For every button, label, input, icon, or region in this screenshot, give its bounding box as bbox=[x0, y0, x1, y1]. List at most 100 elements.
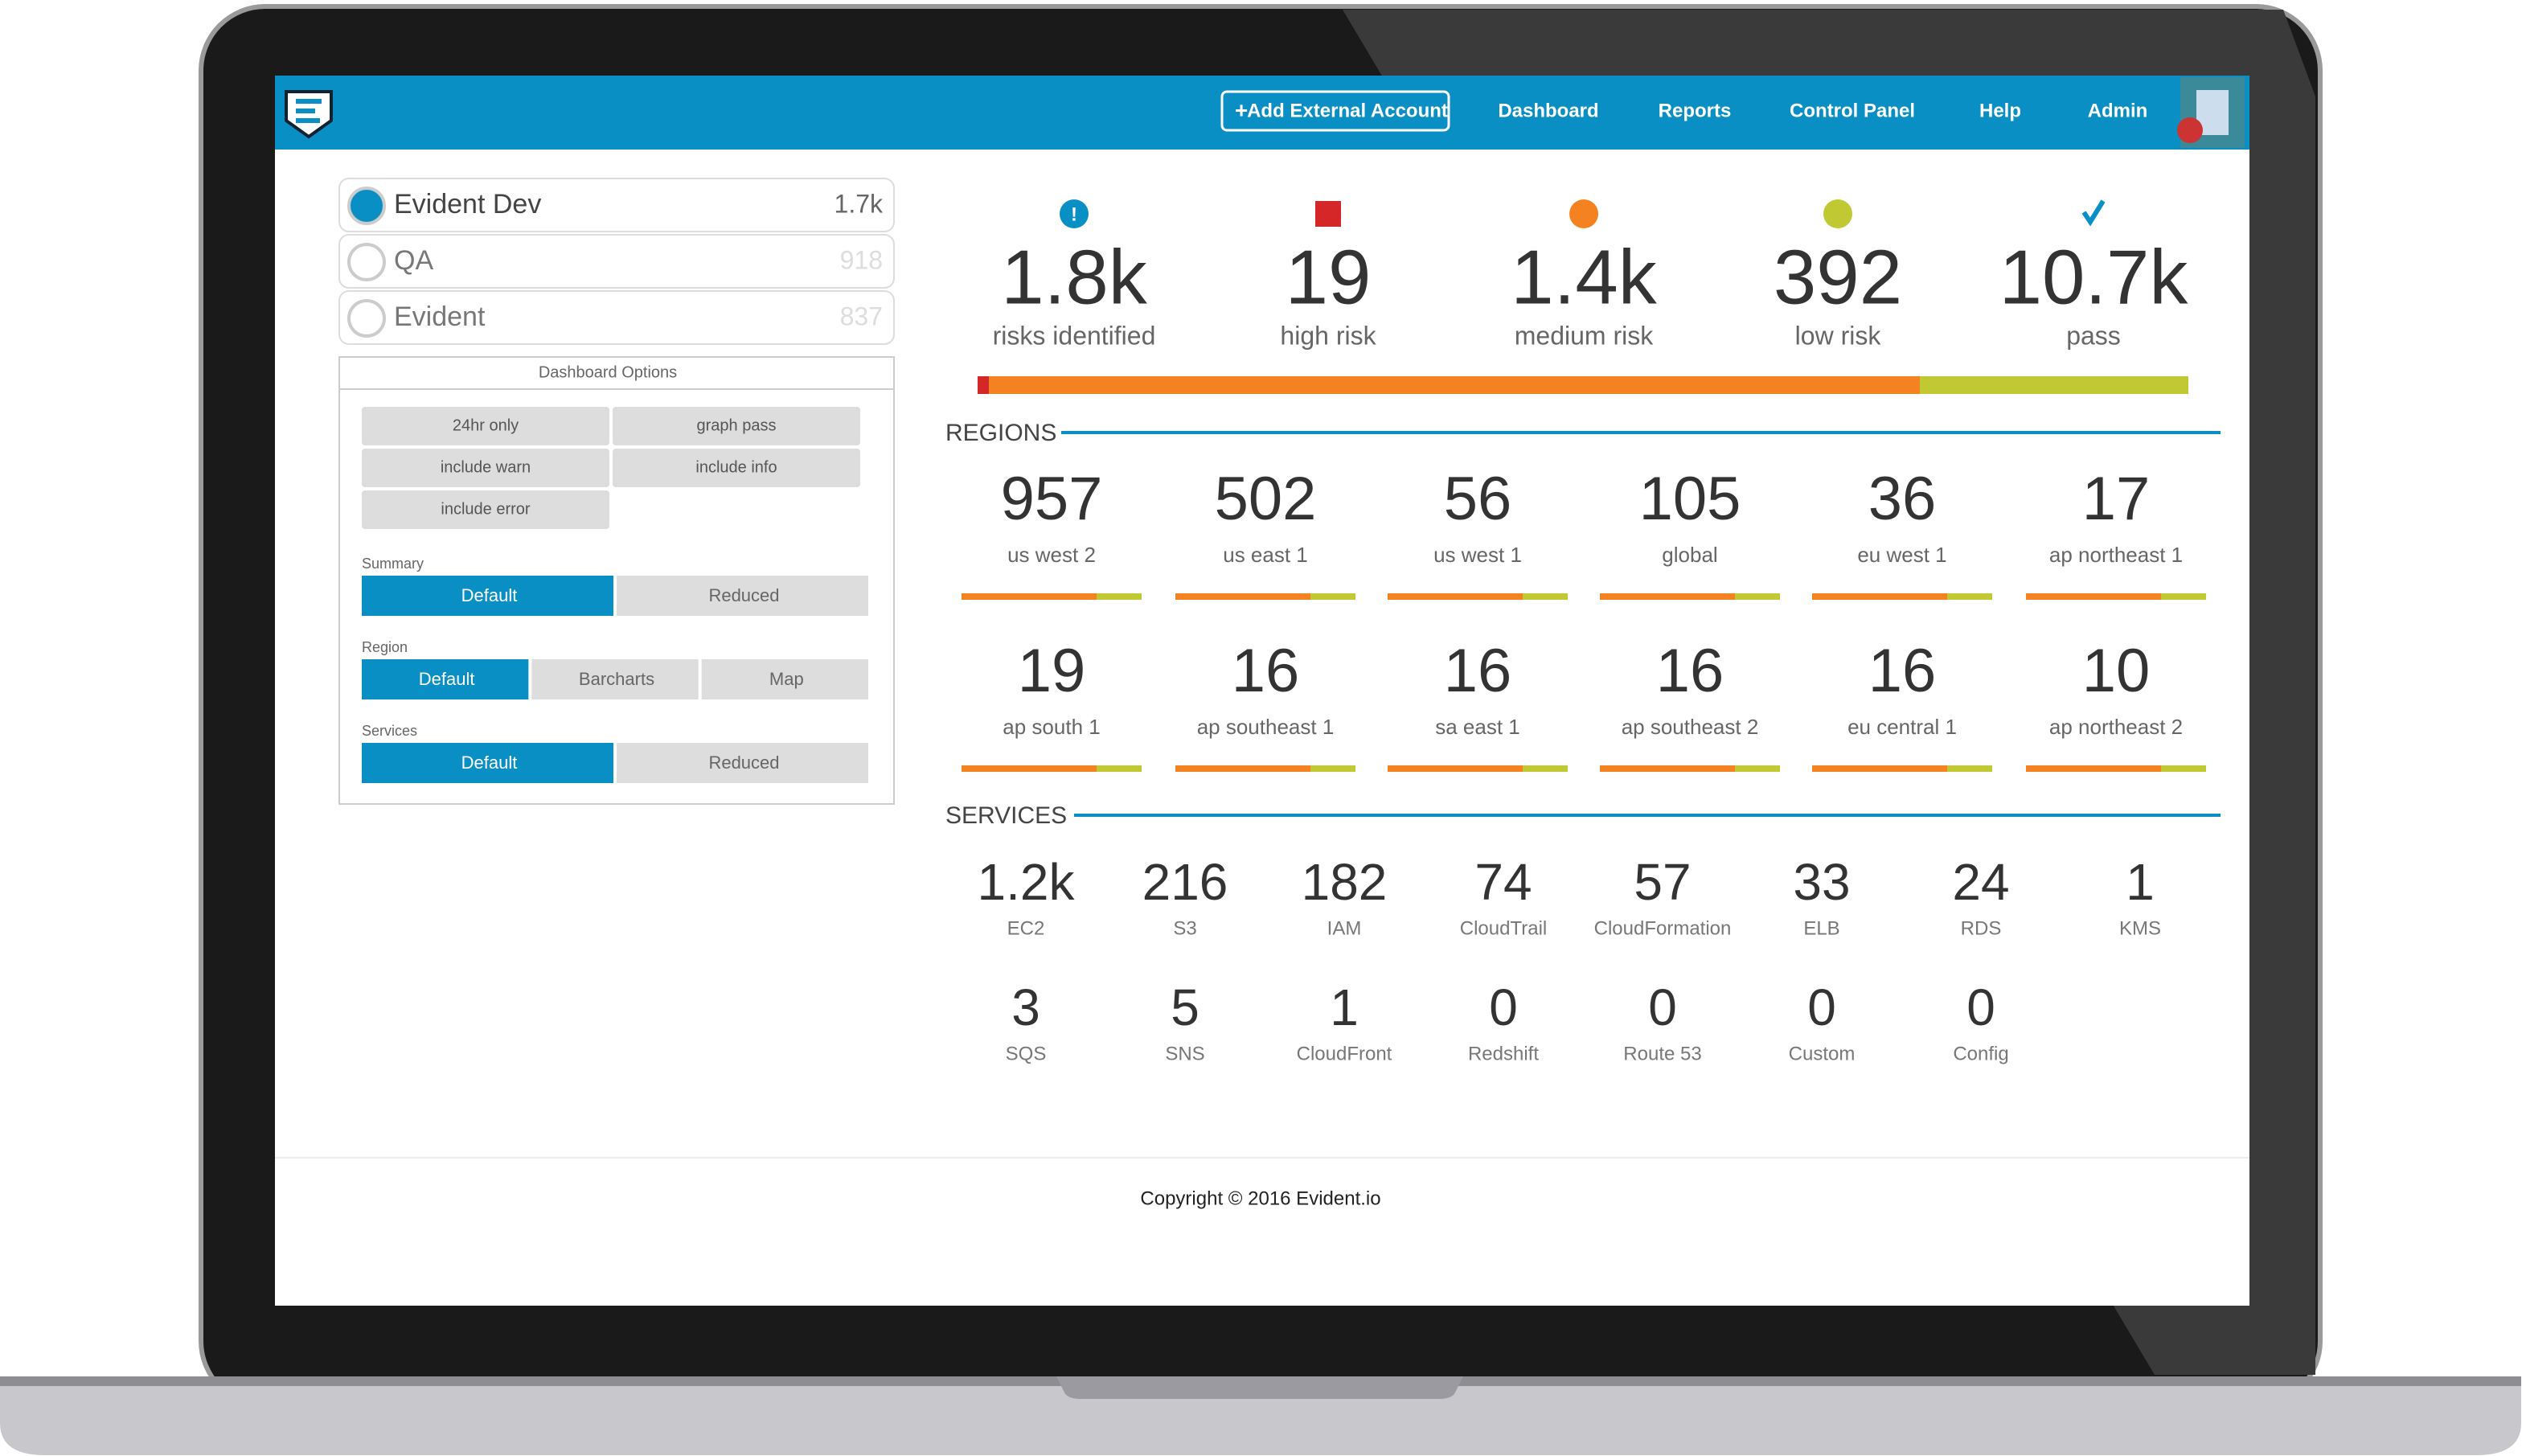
group-button-label: Default bbox=[461, 753, 518, 773]
group-button-label: Reduced bbox=[708, 585, 779, 605]
group-button[interactable] bbox=[531, 659, 699, 699]
toggle-button[interactable] bbox=[613, 407, 860, 445]
region-label: sa east 1 bbox=[1435, 715, 1520, 739]
nav-item[interactable]: Admin bbox=[2088, 100, 2148, 121]
region-label: ap southeast 1 bbox=[1197, 715, 1335, 739]
region-label: global bbox=[1662, 543, 1717, 567]
service-value: 0 bbox=[1489, 978, 1518, 1036]
region-bar-low bbox=[1097, 765, 1142, 772]
region-label: ap south 1 bbox=[1003, 715, 1100, 739]
group-label: Region bbox=[362, 639, 408, 655]
region-value: 16 bbox=[1868, 637, 1937, 705]
region-value: 56 bbox=[1444, 465, 1512, 533]
region-bar-low bbox=[2161, 593, 2206, 600]
logo-mark bbox=[296, 99, 322, 123]
account-radio[interactable] bbox=[347, 299, 386, 338]
region-bar-low bbox=[1947, 765, 1992, 772]
laptop-base bbox=[0, 1380, 2521, 1455]
nav-item[interactable]: Help bbox=[1979, 100, 2021, 121]
region-bar-low bbox=[1735, 765, 1780, 772]
service-value: 33 bbox=[1793, 853, 1850, 911]
toggle-label: include warn bbox=[441, 458, 531, 476]
nav-item[interactable]: Control Panel bbox=[1790, 100, 1915, 121]
region-value: 502 bbox=[1215, 465, 1317, 533]
service-value: 1 bbox=[1330, 978, 1359, 1036]
group-button[interactable] bbox=[617, 576, 868, 616]
region-bar-low bbox=[1310, 593, 1355, 600]
add-account-button[interactable] bbox=[1220, 90, 1450, 132]
service-label: Config bbox=[1953, 1043, 2008, 1064]
region-bar-low bbox=[1310, 765, 1355, 772]
service-value: 1 bbox=[2126, 853, 2155, 911]
summary-icon bbox=[1315, 201, 1341, 227]
account-name: Evident Dev bbox=[394, 189, 541, 219]
service-label: Route 53 bbox=[1623, 1043, 1701, 1064]
account-row[interactable] bbox=[338, 178, 895, 232]
service-label: EC2 bbox=[1007, 917, 1045, 939]
avatar-badge bbox=[2177, 117, 2203, 143]
region-bar-medium bbox=[1812, 593, 1947, 600]
toggle-button[interactable] bbox=[362, 449, 609, 487]
region-label: us east 1 bbox=[1223, 543, 1308, 567]
service-label: KMS bbox=[2119, 917, 2161, 939]
section-title: SERVICES bbox=[945, 802, 1067, 829]
service-value: 3 bbox=[1011, 978, 1040, 1036]
plus-icon: + bbox=[1235, 97, 1248, 122]
toggle-button[interactable] bbox=[362, 490, 609, 529]
summary-label: high risk bbox=[1280, 321, 1376, 350]
group-button[interactable] bbox=[362, 576, 613, 616]
service-value: 0 bbox=[1648, 978, 1677, 1036]
nav-item[interactable]: Reports bbox=[1659, 100, 1732, 121]
risk-bar-low bbox=[1920, 376, 2188, 394]
account-count: 1.7k bbox=[835, 189, 884, 218]
account-row[interactable] bbox=[338, 290, 895, 345]
group-button[interactable] bbox=[362, 659, 529, 699]
service-value: 0 bbox=[1807, 978, 1836, 1036]
group-label: Summary bbox=[362, 556, 424, 572]
service-value: 216 bbox=[1142, 853, 1228, 911]
service-label: Redshift bbox=[1468, 1043, 1539, 1064]
service-value: 0 bbox=[1966, 978, 1995, 1036]
region-bar-low bbox=[1523, 765, 1568, 772]
region-bar-medium bbox=[962, 593, 1097, 600]
region-bar-medium bbox=[1600, 765, 1735, 772]
group-label: Services bbox=[362, 723, 417, 739]
account-radio[interactable] bbox=[347, 187, 386, 225]
account-row[interactable] bbox=[338, 234, 895, 289]
region-bar-low bbox=[1097, 593, 1142, 600]
risk-bar-medium bbox=[989, 376, 1920, 394]
region-label: eu central 1 bbox=[1847, 715, 1957, 739]
account-name: QA bbox=[394, 245, 433, 276]
region-bar-low bbox=[1735, 593, 1780, 600]
group-button[interactable] bbox=[617, 743, 868, 783]
group-button-label: Default bbox=[419, 669, 475, 689]
region-value: 16 bbox=[1444, 637, 1512, 705]
toggle-button[interactable] bbox=[362, 407, 609, 445]
group-button-label: Map bbox=[769, 669, 804, 689]
toggle-label: include error bbox=[441, 500, 531, 518]
service-label: ELB bbox=[1803, 917, 1839, 939]
summary-icon bbox=[1060, 199, 1089, 228]
add-account-label[interactable]: Add External Account bbox=[1247, 100, 1448, 121]
toggle-button[interactable] bbox=[613, 449, 860, 487]
region-bar-medium bbox=[1175, 765, 1310, 772]
service-label: IAM bbox=[1327, 917, 1362, 939]
region-label: ap southeast 2 bbox=[1622, 715, 1759, 739]
region-value: 36 bbox=[1868, 465, 1937, 533]
region-bar-low bbox=[1947, 593, 1992, 600]
region-bar-medium bbox=[1175, 593, 1310, 600]
region-value: 19 bbox=[1018, 637, 1086, 705]
region-value: 957 bbox=[1001, 465, 1103, 533]
account-count: 837 bbox=[840, 301, 883, 330]
service-label: CloudFront bbox=[1297, 1043, 1392, 1064]
section-title: REGIONS bbox=[945, 420, 1056, 446]
account-radio[interactable] bbox=[347, 243, 386, 281]
risk-bar-high bbox=[978, 376, 989, 394]
nav-item[interactable]: Dashboard bbox=[1498, 100, 1598, 121]
region-value: 10 bbox=[2082, 637, 2151, 705]
group-button[interactable] bbox=[701, 659, 868, 699]
region-label: us west 1 bbox=[1433, 543, 1522, 567]
region-value: 105 bbox=[1639, 465, 1741, 533]
summary-label: medium risk bbox=[1515, 321, 1654, 350]
group-button[interactable] bbox=[362, 743, 613, 783]
